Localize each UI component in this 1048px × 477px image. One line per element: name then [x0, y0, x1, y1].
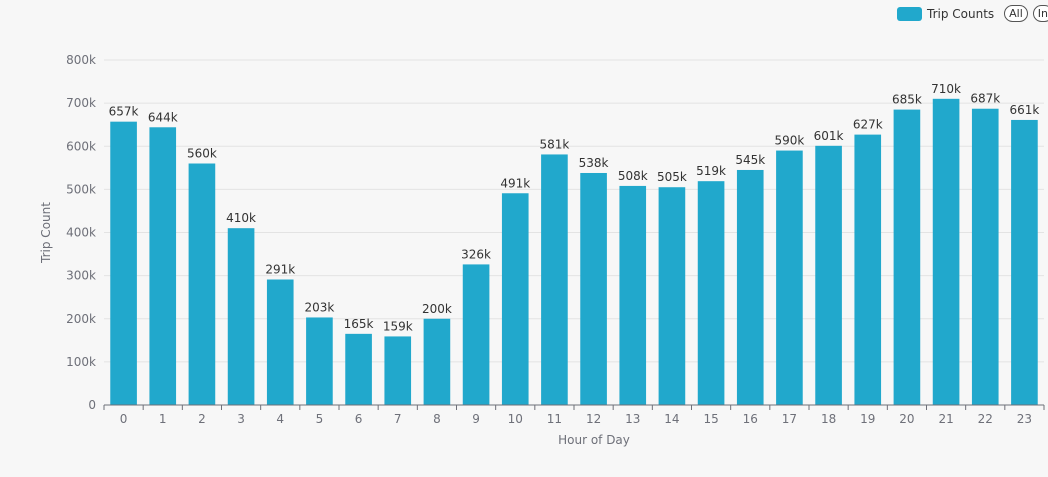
- x-tick-label: 19: [860, 412, 875, 426]
- x-tick-label: 2: [198, 412, 206, 426]
- x-tick-label: 15: [703, 412, 718, 426]
- x-tick-label: 18: [821, 412, 836, 426]
- legend-swatch[interactable]: [897, 6, 922, 21]
- bar[interactable]: [893, 109, 921, 405]
- bar-value-label: 326k: [461, 247, 491, 261]
- y-tick-label: 300k: [66, 269, 96, 283]
- bar-value-label: 560k: [187, 147, 217, 161]
- bar[interactable]: [501, 193, 529, 405]
- bar-value-label: 545k: [735, 153, 765, 167]
- bar-value-label: 203k: [304, 300, 334, 314]
- bar[interactable]: [462, 264, 490, 405]
- bar[interactable]: [736, 169, 764, 405]
- x-tick-label: 11: [547, 412, 562, 426]
- bar-value-label: 601k: [814, 129, 844, 143]
- y-tick-label: 700k: [66, 96, 96, 110]
- bar-value-label: 410k: [226, 211, 256, 225]
- x-tick-label: 0: [120, 412, 128, 426]
- y-tick-label: 500k: [66, 182, 96, 196]
- bar[interactable]: [227, 228, 255, 405]
- bar[interactable]: [580, 172, 607, 405]
- bar-value-label: 505k: [657, 170, 687, 184]
- x-tick-label: 20: [899, 412, 914, 426]
- x-tick-label: 9: [472, 412, 480, 426]
- x-tick-label: 3: [237, 412, 245, 426]
- y-tick-label: 800k: [66, 53, 96, 67]
- x-tick-label: 22: [978, 412, 993, 426]
- bar-value-label: 710k: [931, 82, 961, 96]
- x-tick-label: 21: [938, 412, 953, 426]
- bar[interactable]: [854, 134, 882, 405]
- x-tick-label: 5: [316, 412, 324, 426]
- y-tick-label: 400k: [66, 226, 96, 240]
- bar[interactable]: [306, 317, 333, 405]
- legend: Trip Counts All In: [897, 5, 1048, 22]
- bar-value-label: 590k: [774, 134, 804, 148]
- bar-value-label: 627k: [853, 118, 883, 132]
- bar[interactable]: [932, 98, 960, 405]
- x-tick-label: 12: [586, 412, 601, 426]
- bar-value-label: 685k: [892, 93, 922, 107]
- x-tick-label: 13: [625, 412, 640, 426]
- bar-value-label: 657k: [109, 105, 139, 119]
- x-tick-label: 16: [743, 412, 758, 426]
- bar[interactable]: [658, 187, 686, 405]
- bar-value-label: 519k: [696, 164, 726, 178]
- x-axis-title: Hour of Day: [558, 433, 630, 447]
- bar-value-label: 165k: [344, 317, 374, 331]
- x-tick-label: 17: [782, 412, 797, 426]
- bar-value-label: 644k: [148, 110, 178, 124]
- bar[interactable]: [619, 185, 647, 405]
- bar[interactable]: [266, 279, 294, 405]
- bar[interactable]: [384, 336, 412, 405]
- bar[interactable]: [423, 318, 451, 405]
- bar-value-label: 291k: [265, 263, 295, 277]
- bar[interactable]: [188, 163, 216, 406]
- x-tick-label: 6: [355, 412, 363, 426]
- bar[interactable]: [1011, 119, 1038, 405]
- bar-value-label: 581k: [539, 137, 569, 151]
- bar[interactable]: [815, 145, 842, 405]
- bar[interactable]: [697, 181, 725, 405]
- y-tick-label: 600k: [66, 139, 96, 153]
- bar[interactable]: [776, 150, 803, 405]
- bar[interactable]: [149, 127, 177, 406]
- legend-label[interactable]: Trip Counts: [927, 6, 995, 21]
- y-tick-label: 0: [88, 398, 96, 412]
- x-tick-label: 4: [276, 412, 284, 426]
- bar-value-label: 687k: [970, 92, 1000, 106]
- bar[interactable]: [541, 154, 568, 405]
- bar[interactable]: [345, 333, 372, 405]
- bar-value-label: 538k: [579, 156, 609, 170]
- bar[interactable]: [971, 108, 999, 405]
- y-tick-label: 200k: [66, 312, 96, 326]
- bar-value-label: 491k: [500, 176, 530, 190]
- x-tick-label: 7: [394, 412, 402, 426]
- x-tick-label: 23: [1017, 412, 1032, 426]
- y-axis-title: Trip Count: [39, 202, 53, 264]
- bar-value-label: 200k: [422, 302, 452, 316]
- bar-value-label: 508k: [618, 169, 648, 183]
- select-all-button[interactable]: All: [1004, 5, 1028, 22]
- x-tick-label: 1: [159, 412, 167, 426]
- inverse-selection-button[interactable]: In: [1032, 5, 1048, 22]
- x-tick-label: 10: [508, 412, 523, 426]
- bar[interactable]: [110, 121, 137, 405]
- y-tick-label: 100k: [66, 355, 96, 369]
- x-tick-label: 14: [664, 412, 679, 426]
- bar-value-label: 159k: [383, 319, 413, 333]
- x-tick-label: 8: [433, 412, 441, 426]
- bar-value-label: 661k: [1009, 103, 1039, 117]
